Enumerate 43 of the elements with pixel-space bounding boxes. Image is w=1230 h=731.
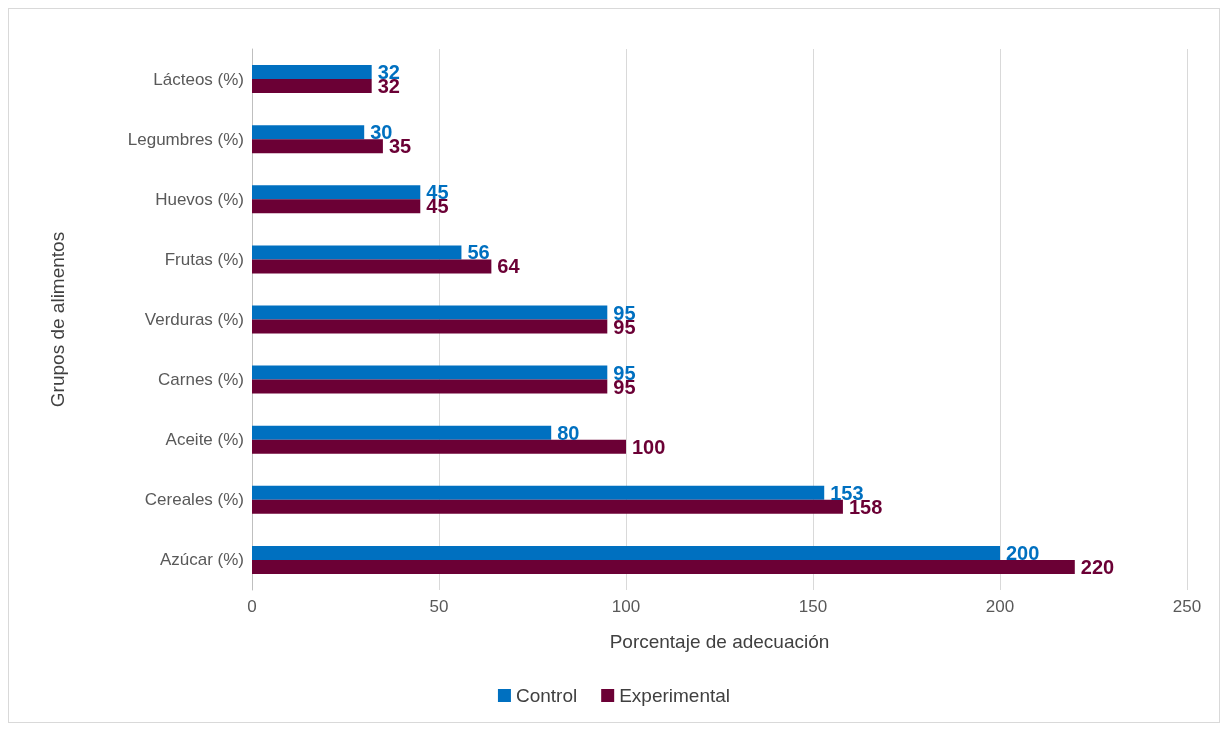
x-tick-label: 150 [798, 597, 828, 616]
data-label: 220 [1080, 555, 1115, 578]
x-tick-label: 50 [429, 597, 449, 616]
data-label: 64 [497, 255, 521, 278]
bar [252, 185, 421, 200]
bar [252, 305, 608, 320]
x-tick-label: 200 [985, 597, 1015, 616]
bar [252, 439, 626, 454]
bar [252, 65, 372, 80]
x-tick-label: 250 [1172, 597, 1202, 616]
y-tick-label: Lácteos (%) [153, 69, 244, 89]
bar [252, 365, 608, 380]
bar [252, 485, 825, 500]
bar [252, 379, 608, 394]
y-tick-label: Cereales (%) [144, 490, 244, 510]
y-tick-label: Huevos (%) [155, 189, 244, 209]
y-tick-label: Aceite (%) [165, 430, 244, 450]
bar [252, 319, 608, 334]
bar [252, 79, 372, 94]
data-label: 200 [1006, 541, 1040, 564]
y-axis-title: Grupos de alimentos [47, 231, 68, 408]
bar [252, 245, 462, 260]
x-tick-label: 0 [247, 597, 257, 616]
data-label: 56 [467, 241, 490, 264]
bar [252, 559, 1075, 574]
bar [252, 259, 492, 274]
legend-label: Experimental [619, 685, 731, 706]
legend-label: Control [515, 685, 578, 706]
bar [252, 125, 365, 140]
data-label: 100 [632, 435, 666, 458]
bar [252, 139, 383, 154]
data-label: 80 [557, 421, 580, 444]
bar [252, 425, 552, 440]
bar [252, 199, 421, 214]
y-tick-label: Legumbres (%) [127, 129, 244, 149]
x-axis-title: Porcentaje de adecuación [609, 631, 830, 652]
y-tick-label: Azúcar (%) [159, 550, 244, 570]
bar [252, 499, 843, 514]
x-tick-label: 100 [611, 597, 641, 616]
y-tick-label: Frutas (%) [164, 249, 244, 269]
y-tick-label: Verduras (%) [144, 310, 244, 329]
bar [252, 545, 1000, 560]
y-tick-label: Carnes (%) [158, 370, 244, 390]
